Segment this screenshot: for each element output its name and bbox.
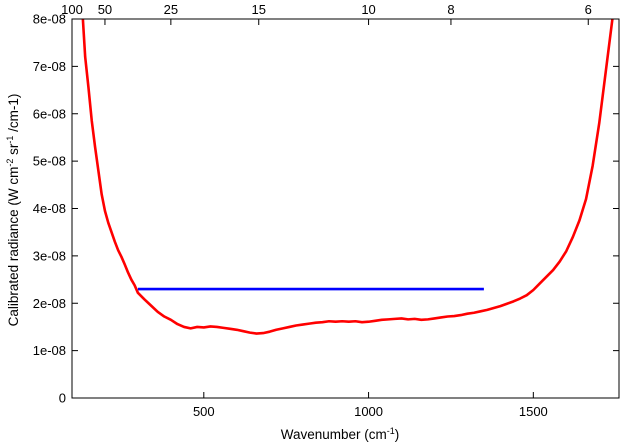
y-tick-label: 3e-08 [33,248,66,263]
x-tick-label: 1000 [354,404,383,419]
y-tick-label: 1e-08 [33,343,66,358]
x-tick-label: 1500 [519,404,548,419]
y-tick-label: 4e-08 [33,201,66,216]
top-tick-label: 6 [585,2,592,17]
axis-ticks: 500 1000 1500 0 1e-08 2e-08 3e-08 4e-08 5e-08 6e-… [33,2,619,419]
y-tick-label: 2e-08 [33,296,66,311]
x-axis-label: Wavenumber (cm-1) [281,426,400,442]
top-tick-label: 100 [61,2,83,17]
y-axis-label: Calibrated radiance (W cm-2 sr-1 /cm-1) [5,94,21,327]
top-tick-label: 50 [98,2,112,17]
y-tick-label: 6e-08 [33,106,66,121]
x-tick-label: 500 [193,404,215,419]
top-tick-label: 8 [447,2,454,17]
radiance-curve-line [81,19,614,335]
plot-frame [71,18,620,399]
y-tick-label: 0 [59,391,66,406]
y-tick-label: 7e-08 [33,59,66,74]
y-tick-label: 8e-08 [33,12,66,27]
plot-series [81,19,614,335]
top-tick-label: 10 [361,2,375,17]
y-tick-label: 5e-08 [33,154,66,169]
top-tick-label: 25 [164,2,178,17]
top-tick-label: 15 [252,2,266,17]
